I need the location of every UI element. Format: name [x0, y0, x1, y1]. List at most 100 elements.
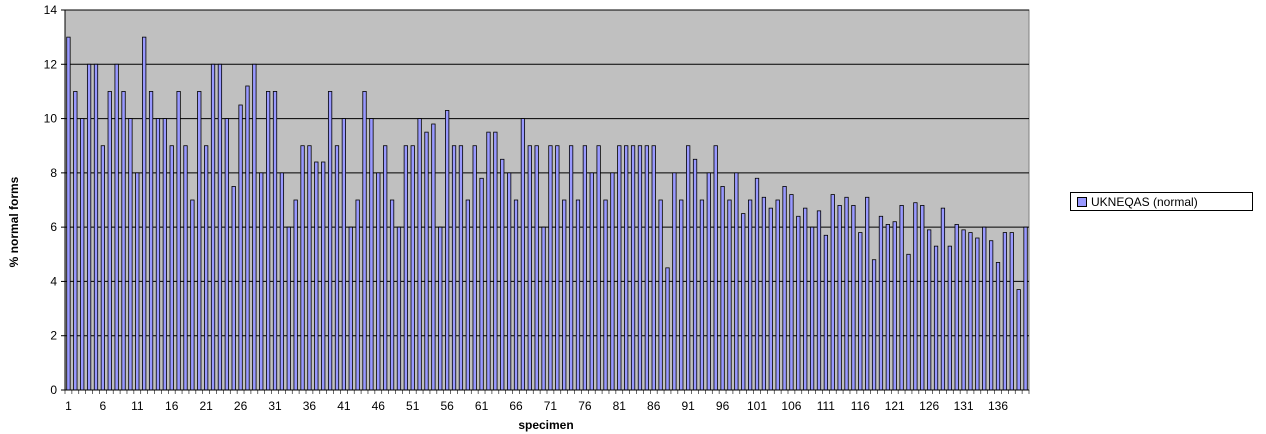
bar [823, 234, 828, 391]
bar [851, 205, 856, 391]
bar [699, 199, 705, 391]
bar [362, 91, 367, 391]
legend-label: UKNEQAS (normal) [1091, 194, 1198, 209]
x-tick-label: 136 [988, 399, 1008, 413]
bar [713, 145, 718, 391]
bar [327, 91, 333, 391]
bar [837, 205, 842, 391]
bar [500, 158, 505, 391]
bar [961, 229, 966, 391]
bar [334, 145, 340, 391]
bar [245, 85, 250, 391]
bar [947, 245, 952, 391]
x-tick-label: 41 [337, 399, 351, 413]
bar [348, 226, 353, 391]
bar [507, 172, 512, 391]
bar [210, 63, 216, 391]
x-tick-label: 36 [303, 399, 317, 413]
bar [610, 172, 615, 391]
bar [155, 118, 161, 391]
bar [761, 196, 767, 391]
bar [982, 226, 987, 391]
x-tick-label: 46 [372, 399, 386, 413]
bar [383, 145, 388, 391]
bar [66, 36, 71, 391]
bar [465, 199, 470, 391]
plot-area [64, 9, 1030, 391]
bar [451, 145, 457, 391]
bar [114, 63, 119, 391]
y-tick-label: 4 [50, 274, 57, 288]
bar [582, 145, 587, 391]
x-tick-label: 91 [681, 399, 695, 413]
bar [1023, 226, 1028, 391]
y-tick-label: 0 [50, 383, 57, 397]
x-tick-label: 131 [954, 399, 974, 413]
x-tick-label: 6 [100, 399, 107, 413]
bar [259, 172, 264, 391]
bar [445, 110, 450, 391]
bar [1009, 232, 1014, 391]
y-tick-label: 2 [50, 329, 57, 343]
bar [403, 145, 408, 391]
bar [73, 91, 78, 391]
x-axis-label: specimen [518, 418, 573, 432]
bar [858, 232, 863, 391]
bar [548, 145, 553, 391]
bar [183, 145, 188, 391]
bar [135, 172, 140, 391]
bar [741, 213, 746, 391]
bar [796, 215, 801, 391]
bar [431, 123, 436, 391]
bar [968, 232, 973, 391]
legend-swatch [1077, 196, 1087, 207]
bar [293, 199, 298, 391]
bar [892, 221, 897, 391]
bar [562, 199, 567, 391]
y-tick-label: 10 [44, 112, 58, 126]
bar [176, 91, 181, 391]
y-tick-label: 6 [50, 220, 57, 234]
bar [389, 199, 395, 391]
bar [789, 194, 794, 391]
x-tick-label: 61 [475, 399, 489, 413]
bar [417, 118, 422, 391]
bar [809, 226, 815, 391]
bar [513, 199, 519, 391]
x-tick-label: 31 [268, 399, 282, 413]
bar [830, 194, 835, 391]
bar [355, 199, 360, 391]
bar [458, 145, 464, 391]
bar [768, 207, 773, 391]
x-tick-label: 101 [747, 399, 767, 413]
bar [775, 199, 780, 391]
y-tick-label: 8 [50, 166, 57, 180]
x-tick-label: 126 [919, 399, 939, 413]
bar [307, 145, 312, 391]
bar [920, 205, 925, 391]
bar [692, 158, 698, 391]
bar [93, 63, 99, 391]
bar [224, 118, 229, 391]
x-tick-label: 81 [613, 399, 627, 413]
bar [816, 210, 822, 391]
bar [169, 145, 174, 391]
x-tick-label: 111 [817, 399, 836, 413]
x-tick-label: 56 [440, 399, 454, 413]
bar [665, 267, 670, 391]
bar [1002, 232, 1008, 391]
bar [720, 186, 725, 391]
bar [995, 262, 1001, 391]
x-tick-label: 76 [578, 399, 592, 413]
bar [748, 199, 753, 391]
bar [190, 199, 195, 391]
bar [272, 91, 278, 391]
y-tick-label: 14 [44, 3, 58, 17]
x-tick-label: 106 [781, 399, 801, 413]
x-tick-label: 116 [851, 399, 870, 413]
bar [644, 145, 649, 391]
x-tick-label: 121 [885, 399, 905, 413]
legend: UKNEQAS (normal) [1070, 192, 1253, 211]
bar [734, 172, 739, 391]
